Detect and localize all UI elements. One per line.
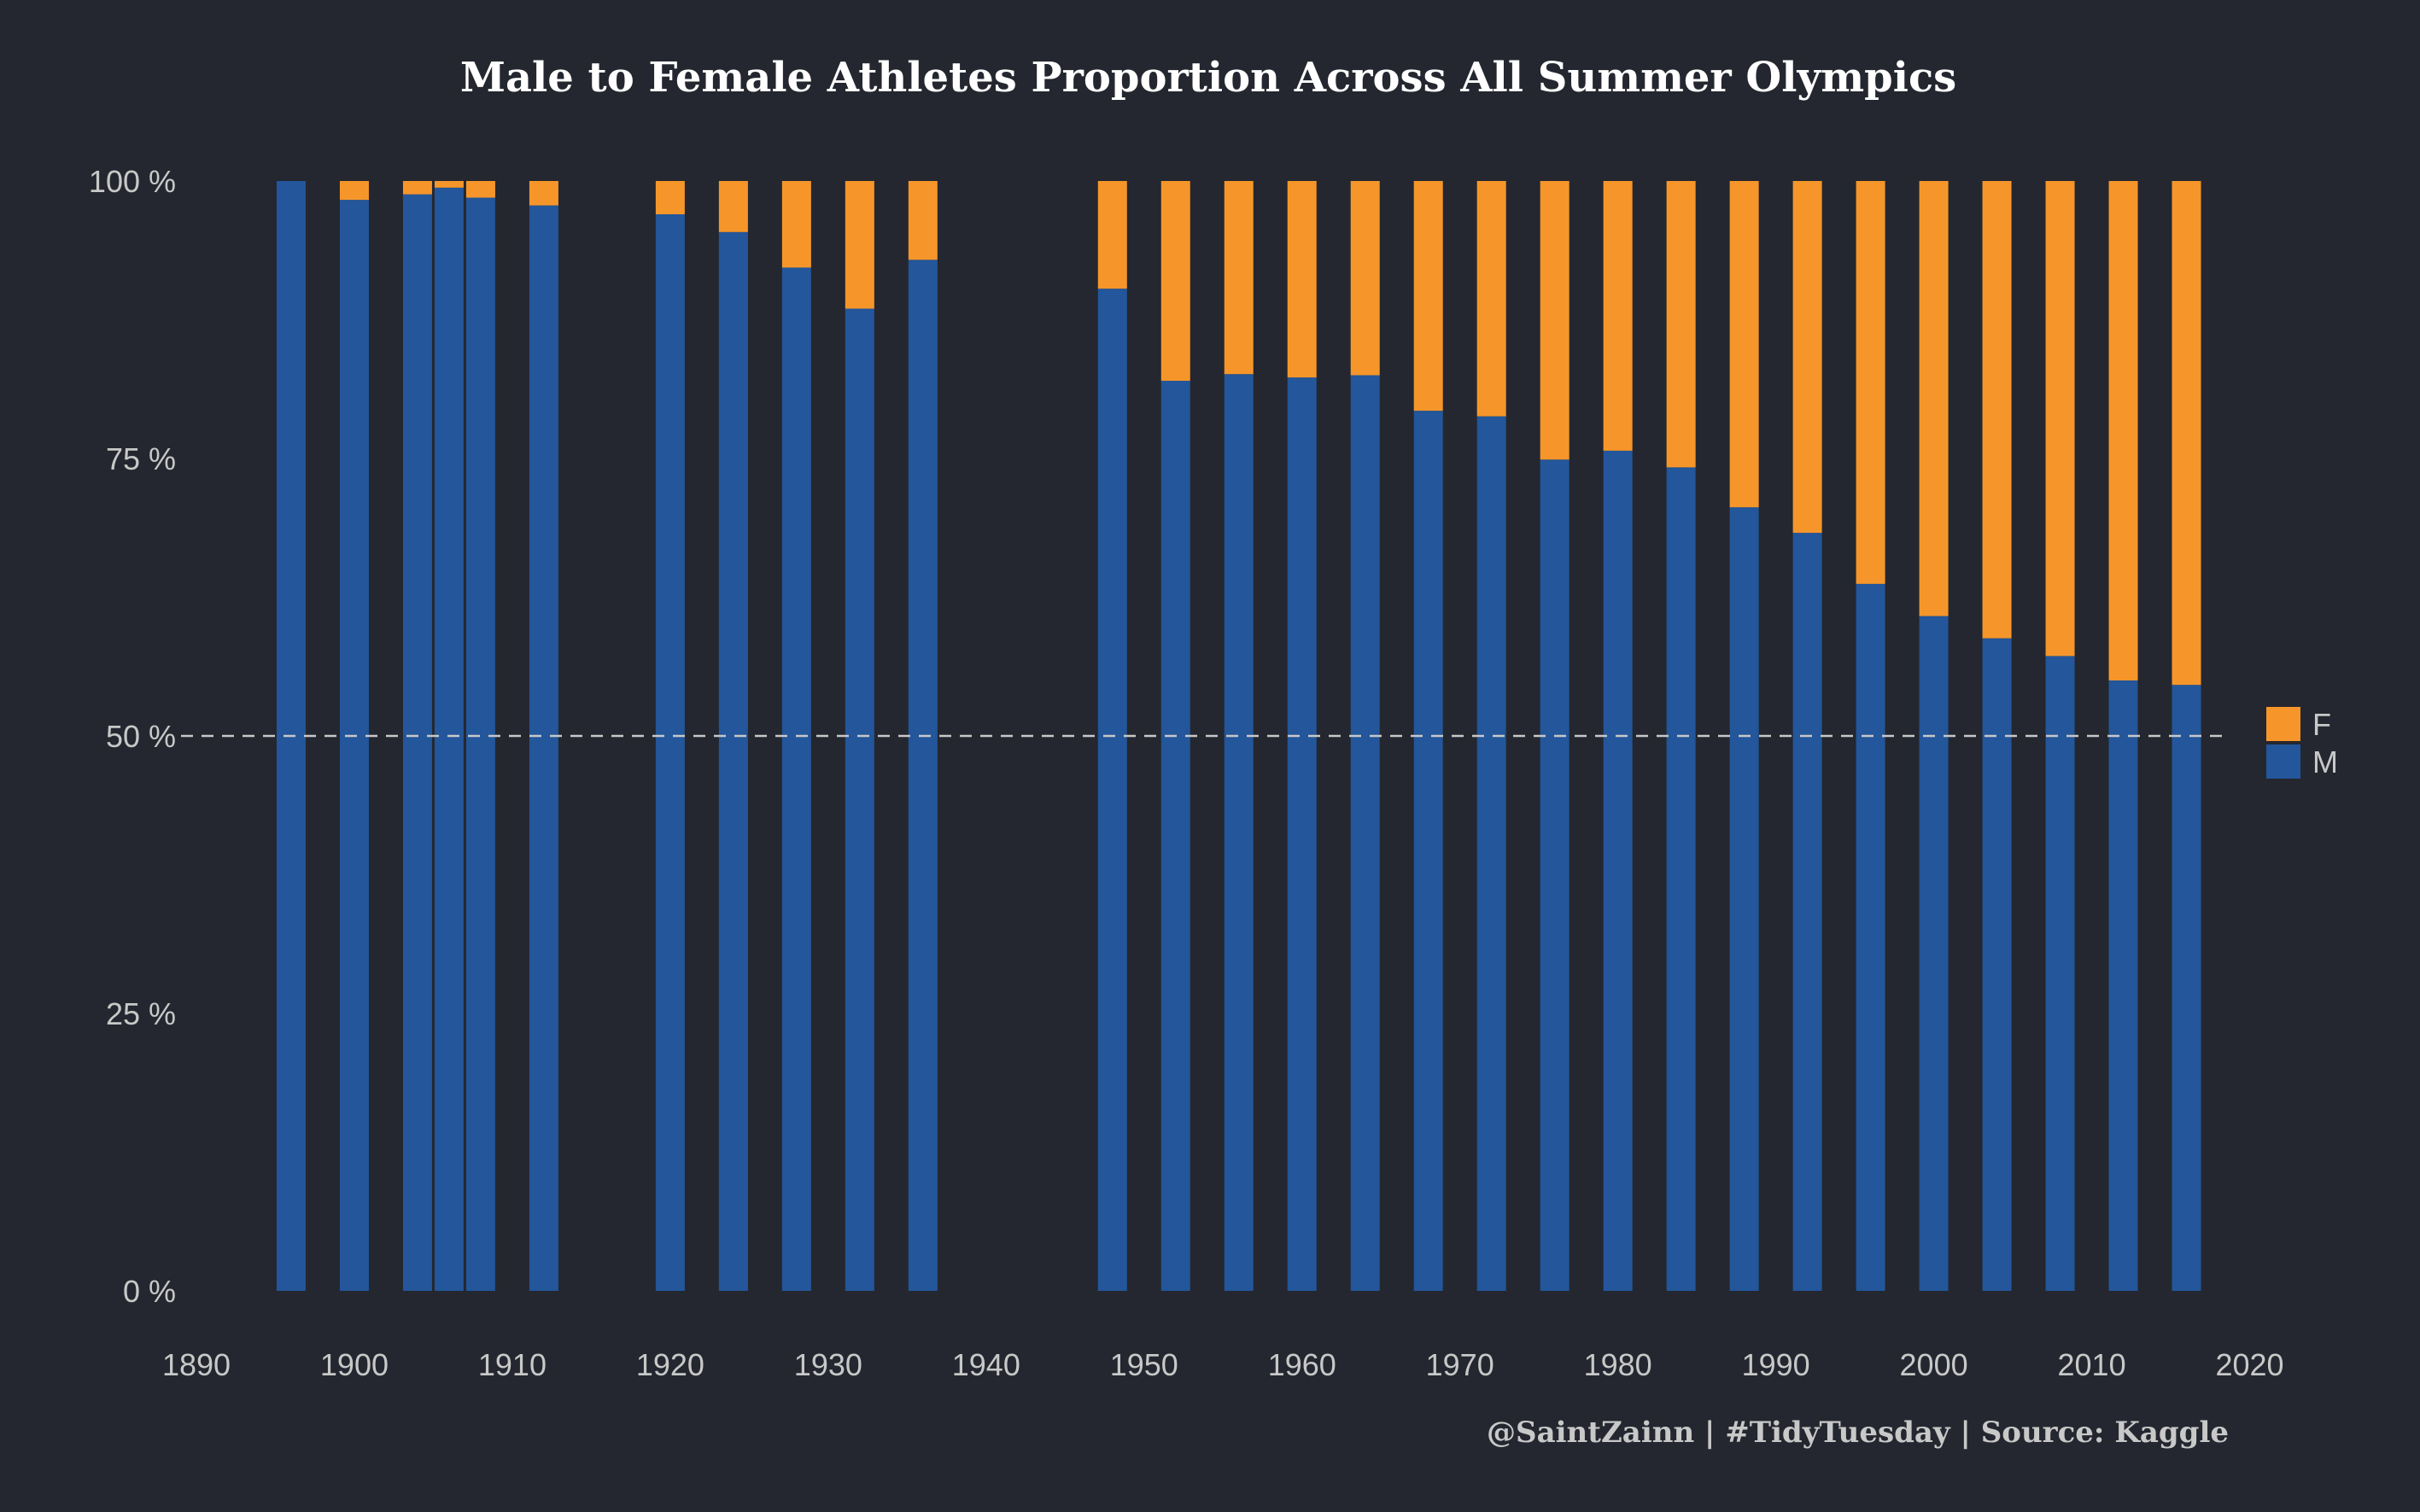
bar-female-1976 [1540,181,1569,460]
bar-female-2004 [1982,181,2012,639]
bar-female-1988 [1729,181,1759,508]
bar-female-1984 [1666,181,1696,468]
bar-male-1956 [1224,374,1254,1292]
bar-female-1906 [434,181,464,188]
bars-group [276,181,2201,1292]
bar-male-1932 [845,308,874,1291]
bar-male-1906 [434,187,464,1291]
legend-swatch-M [2266,744,2300,779]
bar-male-1920 [655,214,685,1291]
bar-female-1908 [465,181,495,198]
bar-female-2008 [2045,181,2075,657]
chart-title: Male to Female Athletes Proportion Acros… [460,54,1956,102]
bar-male-1996 [1856,583,1885,1291]
x-tick-label: 1920 [636,1347,704,1382]
legend: FM [2266,707,2338,779]
legend-label-M: M [2312,744,2338,779]
y-tick-label: 100 % [89,164,176,199]
bar-male-1904 [402,194,432,1292]
chart-caption: @SaintZainn | #TidyTuesday | Source: Kag… [1487,1416,2229,1450]
bar-male-1984 [1666,467,1696,1291]
bar-male-1948 [1097,289,1127,1292]
bar-female-1900 [339,181,369,201]
bar-male-1980 [1603,450,1633,1291]
bar-female-1928 [781,181,811,268]
bar-female-1936 [908,181,938,260]
x-tick-label: 1930 [794,1347,862,1382]
legend-label-F: F [2312,707,2331,742]
x-tick-label: 1890 [162,1347,231,1382]
bar-female-1952 [1160,181,1190,381]
bar-female-1932 [845,181,874,309]
bar-male-1900 [339,200,369,1292]
bar-male-1924 [718,231,748,1291]
x-tick-label: 1950 [1110,1347,1178,1382]
bar-male-1912 [529,205,558,1292]
bar-female-1980 [1603,181,1633,451]
bar-male-1908 [465,197,495,1291]
bar-male-1972 [1476,416,1506,1292]
bar-female-1924 [718,181,748,232]
bar-male-2000 [1919,616,1949,1291]
y-axis-ticks: 0 % 25 % 50 % 75 % 100 % [89,164,176,1309]
bar-male-1992 [1792,533,1822,1291]
x-tick-label: 2000 [1900,1347,1968,1382]
bar-male-1976 [1540,459,1569,1291]
legend-swatch-F [2266,707,2300,741]
bar-female-1964 [1350,181,1380,376]
bar-female-1920 [655,181,685,214]
bar-female-2016 [2172,181,2201,686]
y-tick-label: 0 % [123,1274,176,1309]
bar-female-1996 [1856,181,1885,584]
bar-female-1972 [1476,181,1506,417]
x-axis-ticks: 1890 1900 1910 1920 1930 1940 1950 1960 1970 1980… [162,1347,2284,1382]
bar-male-1988 [1729,507,1759,1291]
bar-female-2000 [1919,181,1949,616]
bar-female-1992 [1792,181,1822,534]
x-tick-label: 1980 [1584,1347,1652,1382]
bar-male-2016 [2172,685,2201,1291]
x-tick-label: 2020 [2215,1347,2283,1382]
y-tick-label: 75 % [106,441,176,476]
bar-female-1912 [529,181,558,206]
x-tick-label: 2010 [2058,1347,2126,1382]
bar-male-1936 [908,260,938,1291]
bar-male-1964 [1350,375,1380,1291]
bar-female-1968 [1413,181,1443,412]
bar-male-2008 [2045,656,2075,1291]
x-tick-label: 1910 [478,1347,547,1382]
x-tick-label: 1990 [1742,1347,1810,1382]
bar-female-1960 [1287,181,1317,378]
bar-female-2012 [2108,181,2138,680]
y-tick-label: 25 % [106,996,176,1031]
bar-male-1952 [1160,381,1190,1291]
bar-female-1956 [1224,181,1254,375]
x-tick-label: 1900 [320,1347,389,1382]
bar-male-2004 [1982,638,2012,1291]
y-tick-label: 50 % [106,719,176,754]
bar-female-1948 [1097,181,1127,289]
bar-female-1904 [402,181,432,195]
bar-male-1968 [1413,411,1443,1292]
bar-male-2012 [2108,680,2138,1291]
bar-male-1960 [1287,377,1317,1292]
x-tick-label: 1940 [952,1347,1020,1382]
x-tick-label: 1970 [1426,1347,1494,1382]
x-tick-label: 1960 [1268,1347,1336,1382]
bar-male-1928 [781,267,811,1291]
